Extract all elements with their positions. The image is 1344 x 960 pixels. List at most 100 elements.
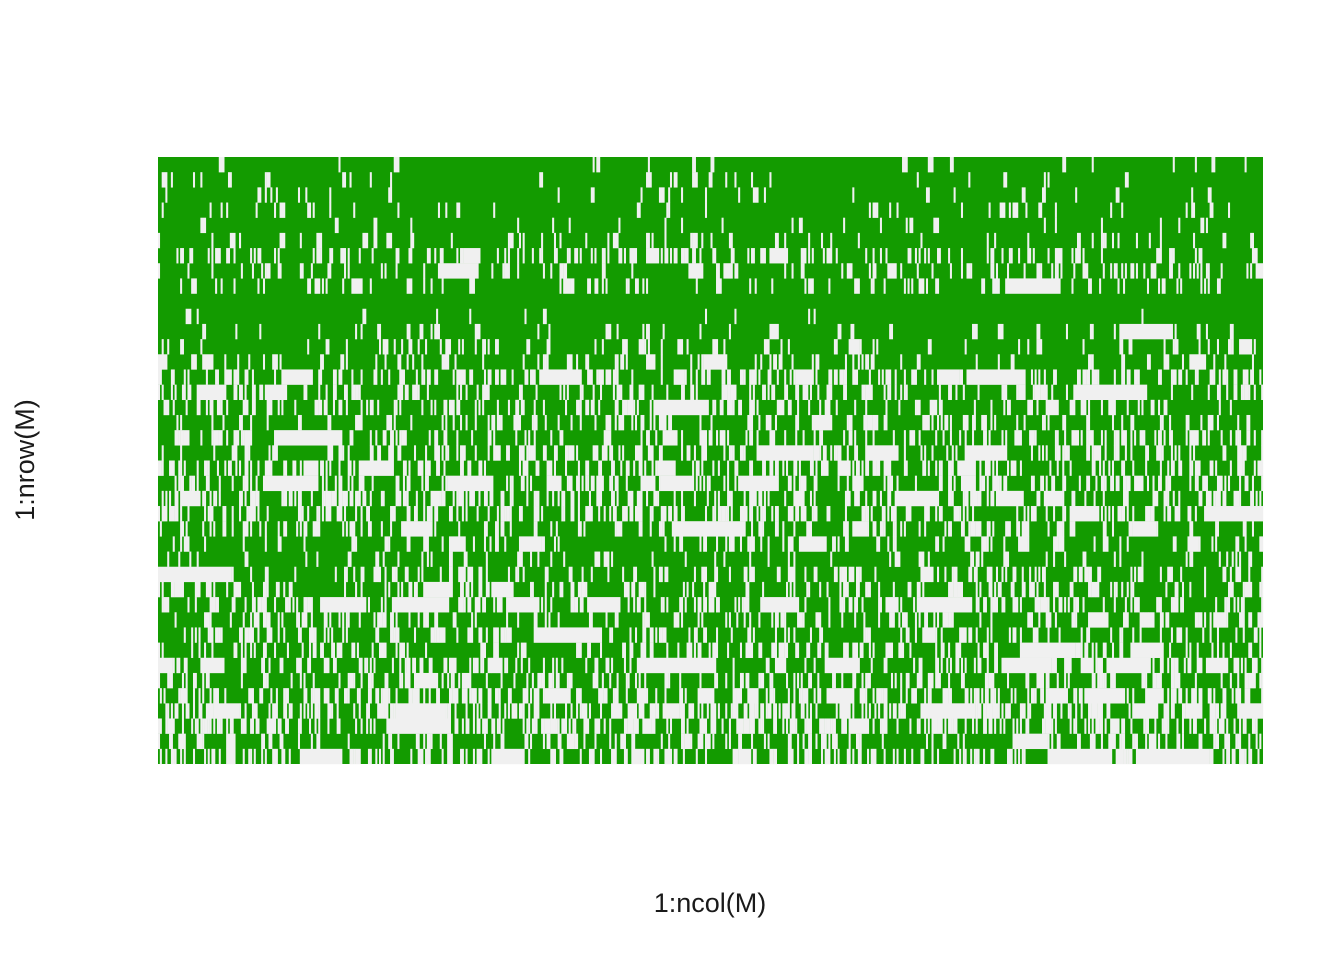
missing-cell <box>1040 688 1045 704</box>
missing-cell <box>1213 688 1216 704</box>
missing-cell <box>1218 718 1223 734</box>
missing-cell <box>1018 339 1021 355</box>
missing-cell <box>716 672 719 689</box>
missing-cell <box>393 157 400 173</box>
missing-cell <box>837 748 840 765</box>
missing-cell <box>1156 521 1159 537</box>
missing-cell <box>684 369 687 385</box>
missing-cell <box>380 521 383 537</box>
missing-cell <box>316 399 319 416</box>
missing-cell <box>1248 642 1253 658</box>
missing-cell <box>809 490 812 507</box>
missing-cell <box>448 657 452 674</box>
missing-cell <box>1018 248 1021 264</box>
missing-cell <box>1244 688 1247 704</box>
missing-cell <box>627 597 630 613</box>
missing-cell <box>964 490 967 507</box>
missing-cell <box>248 445 251 461</box>
missing-cell <box>699 672 702 689</box>
missing-cell <box>697 597 700 613</box>
missing-cell <box>970 688 973 704</box>
missing-cell <box>161 490 164 507</box>
missing-cell <box>653 566 656 583</box>
missing-cell <box>401 521 433 537</box>
missing-cell <box>990 248 995 264</box>
missing-cell <box>957 460 976 476</box>
missing-cell <box>649 627 654 643</box>
missing-cell <box>531 248 534 264</box>
missing-cell <box>642 718 652 734</box>
missing-cell <box>209 627 214 643</box>
missing-cell <box>351 475 354 492</box>
missing-cell <box>727 460 730 476</box>
missing-cell <box>321 475 324 492</box>
missing-cell <box>1019 597 1022 613</box>
missing-cell <box>894 551 897 567</box>
missing-cell <box>511 475 514 492</box>
missing-cell <box>227 172 231 188</box>
missing-cell <box>250 612 253 628</box>
missing-cell <box>1178 688 1183 704</box>
missing-cell <box>1082 339 1085 355</box>
missing-cell <box>448 551 453 567</box>
missing-cell <box>226 399 229 416</box>
missing-cell <box>668 187 671 203</box>
missing-cell <box>962 414 969 431</box>
missing-cell <box>452 612 457 628</box>
missing-cell <box>710 703 717 719</box>
missing-cell <box>552 657 555 674</box>
missing-cell <box>669 718 673 734</box>
missing-cell <box>905 217 908 234</box>
missing-cell <box>898 612 901 628</box>
missing-cell <box>590 399 595 416</box>
missing-cell <box>1075 187 1078 203</box>
missing-cell <box>1202 627 1205 643</box>
missing-cell <box>815 506 818 522</box>
missing-cell <box>557 718 560 734</box>
missing-cell <box>274 369 277 385</box>
missing-cell <box>793 581 796 598</box>
missing-cell <box>1251 248 1258 264</box>
missing-cell <box>953 475 956 492</box>
missing-cell <box>170 172 173 188</box>
missing-cell <box>946 657 949 674</box>
missing-cell <box>953 718 958 734</box>
missing-cell <box>1196 323 1201 340</box>
missing-cell <box>859 566 862 583</box>
missing-cell <box>533 521 536 537</box>
missing-cell <box>706 733 711 750</box>
missing-cell <box>518 506 522 522</box>
missing-cell <box>1005 430 1008 446</box>
missing-cell <box>601 369 604 385</box>
missing-cell <box>1159 688 1164 704</box>
missing-cell <box>483 490 488 507</box>
missing-cell <box>611 657 614 674</box>
missing-cell <box>1097 672 1100 689</box>
missing-cell <box>1211 642 1214 658</box>
missing-cell <box>1205 490 1212 507</box>
missing-cell <box>239 414 243 431</box>
missing-cell <box>795 506 800 522</box>
missing-cell <box>671 521 746 537</box>
missing-cell <box>563 263 568 279</box>
missing-cell <box>701 703 704 719</box>
missing-cell <box>566 354 573 370</box>
missing-cell <box>1152 672 1157 689</box>
missing-cell <box>465 718 470 734</box>
missing-cell <box>627 490 630 507</box>
missing-cell <box>681 430 684 446</box>
missing-cell <box>994 232 997 249</box>
missing-cell <box>257 187 260 203</box>
missing-cell <box>819 399 822 416</box>
missing-cell <box>430 733 433 750</box>
missing-cell <box>1156 597 1159 613</box>
missing-cell <box>518 551 523 567</box>
missing-cell <box>161 642 164 658</box>
missing-cell <box>240 263 243 279</box>
missing-cell <box>655 703 660 719</box>
missing-cell <box>426 369 431 385</box>
missing-cell <box>524 733 529 750</box>
missing-cell <box>355 748 361 765</box>
missing-cell <box>1189 718 1192 734</box>
missing-cell <box>747 248 750 264</box>
